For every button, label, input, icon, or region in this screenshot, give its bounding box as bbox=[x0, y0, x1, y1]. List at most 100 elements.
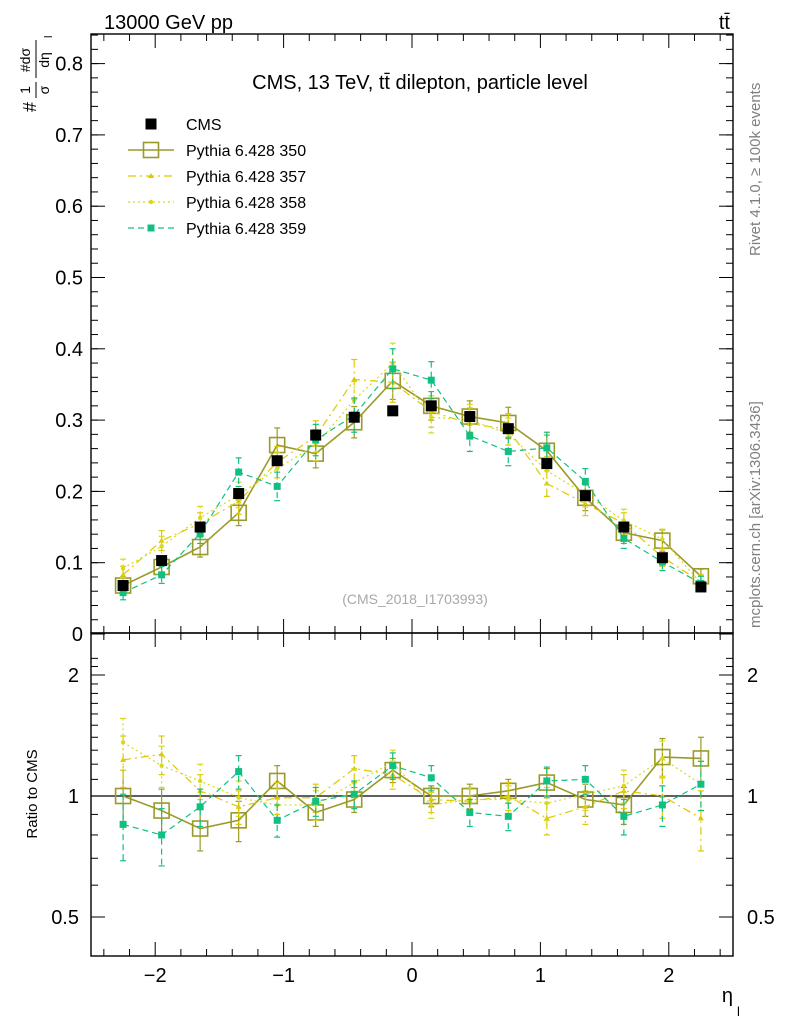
ratio-point bbox=[120, 740, 126, 745]
ratio-point bbox=[159, 763, 164, 768]
main-point bbox=[660, 536, 665, 542]
ratio-point bbox=[153, 802, 170, 819]
main-point bbox=[194, 521, 206, 533]
y-label-hash: # bbox=[20, 102, 40, 112]
ratio-point bbox=[158, 751, 165, 757]
ratio-point bbox=[273, 816, 281, 824]
legend-marker bbox=[145, 118, 157, 130]
legend-label-359: Pythia 6.428 359 bbox=[186, 221, 306, 238]
main-chart-title: CMS, 13 TeV, tt̄ dilepton, particle leve… bbox=[252, 72, 588, 94]
main-series-line bbox=[122, 368, 702, 594]
ratio-point bbox=[350, 790, 358, 798]
y-label-den2: dη bbox=[36, 52, 52, 68]
main-point bbox=[427, 376, 435, 384]
main-point bbox=[656, 552, 668, 564]
main-point bbox=[120, 566, 126, 571]
main-point bbox=[348, 411, 360, 423]
y-label-num1: 1 bbox=[17, 86, 33, 94]
ratio-point bbox=[427, 774, 435, 782]
main-point bbox=[230, 504, 247, 522]
main-point bbox=[464, 411, 476, 423]
main-point bbox=[158, 537, 165, 543]
legend: CMS Pythia 6.428 350 Pythia 6.428 357 Py… bbox=[128, 117, 306, 238]
main-point bbox=[233, 488, 245, 500]
legend-label-357: Pythia 6.428 357 bbox=[186, 169, 306, 186]
analysis-watermark: (CMS_2018_I1703993) bbox=[342, 591, 488, 607]
main-ytick-label: 0.2 bbox=[55, 481, 83, 503]
ratio-ytick-label: 2 bbox=[68, 665, 79, 687]
main-point bbox=[502, 423, 514, 435]
legend-label-350: Pythia 6.428 350 bbox=[186, 143, 306, 160]
ratio-ytick-label-right: 2 bbox=[747, 665, 758, 687]
main-series-line bbox=[122, 378, 702, 583]
main-axes: 0 0.1 0.2 0.3 0.4 0.5 0.6 0.7 0.8 bbox=[55, 34, 733, 646]
ratio-point bbox=[274, 794, 281, 800]
y-label-den1: σ bbox=[36, 85, 52, 94]
y-label-sub: l bbox=[43, 36, 55, 38]
ratio-panel-frame bbox=[90, 632, 734, 957]
main-ytick-label: 0.4 bbox=[55, 339, 83, 361]
ratio-point bbox=[158, 831, 166, 839]
process-label: tt̄ bbox=[719, 12, 731, 34]
ratio-point bbox=[236, 795, 241, 800]
ratio-point bbox=[697, 780, 705, 788]
ratio-xtick-label: 1 bbox=[535, 965, 546, 987]
x-axis-label: η bbox=[722, 985, 733, 1007]
ratio-ytick-label: 1 bbox=[68, 786, 79, 808]
legend-marker bbox=[148, 199, 154, 205]
ratio-point bbox=[654, 748, 671, 766]
main-point bbox=[541, 458, 553, 470]
main-point bbox=[618, 521, 630, 533]
ratio-marks bbox=[114, 717, 710, 867]
ratio-point bbox=[235, 768, 243, 776]
main-point bbox=[271, 455, 283, 467]
ratio-point bbox=[581, 775, 589, 783]
main-point bbox=[156, 555, 168, 567]
ratio-ytick-label-right: 1 bbox=[747, 786, 758, 808]
ratio-point bbox=[119, 820, 127, 828]
main-point bbox=[159, 544, 164, 549]
main-series-3 bbox=[119, 348, 705, 601]
ratio-point bbox=[543, 777, 551, 785]
legend-marker bbox=[142, 141, 160, 159]
ratio-point bbox=[658, 801, 666, 809]
main-point bbox=[466, 432, 474, 440]
ratio-point bbox=[620, 812, 628, 820]
x-axis-label-sub: l bbox=[737, 1004, 740, 1019]
main-point bbox=[620, 534, 628, 542]
main-ytick-label: 0.7 bbox=[55, 125, 83, 147]
main-marks bbox=[114, 342, 710, 601]
ratio-point bbox=[389, 762, 397, 770]
energy-label: 13000 GeV pp bbox=[104, 12, 233, 34]
main-point bbox=[504, 447, 512, 455]
ratio-point bbox=[505, 793, 512, 798]
main-point bbox=[581, 477, 589, 485]
ratio-point bbox=[196, 803, 204, 811]
main-ytick-label: 0.5 bbox=[55, 268, 83, 290]
main-point bbox=[543, 444, 551, 452]
ratio-ytick-label-right: 0.5 bbox=[747, 907, 775, 929]
main-point bbox=[274, 466, 280, 471]
main-point bbox=[196, 529, 204, 537]
main-y-axis-label: # 1 σ #dσ dη l bbox=[17, 36, 55, 112]
ratio-axes: −2 −1 0 1 2 0.5 0.5 1 1 2 2 bbox=[51, 633, 775, 987]
main-point bbox=[544, 468, 550, 473]
ratio-point bbox=[621, 783, 627, 789]
ratio-point bbox=[506, 797, 511, 802]
main-point bbox=[197, 515, 203, 520]
ratio-point bbox=[504, 812, 512, 820]
ratio-xtick-label: 2 bbox=[663, 965, 674, 987]
main-point bbox=[191, 538, 209, 556]
ratio-point bbox=[429, 802, 434, 808]
main-point bbox=[579, 490, 591, 502]
main-ytick-label: 0.1 bbox=[55, 553, 83, 575]
main-ytick-label: 0 bbox=[72, 624, 83, 646]
ratio-point bbox=[697, 815, 704, 821]
legend-label-cms: CMS bbox=[186, 117, 222, 134]
main-point bbox=[425, 400, 437, 412]
ratio-series-3 bbox=[119, 752, 705, 867]
ratio-series-0 bbox=[114, 736, 710, 852]
main-point bbox=[117, 580, 129, 592]
main-point bbox=[429, 415, 434, 420]
